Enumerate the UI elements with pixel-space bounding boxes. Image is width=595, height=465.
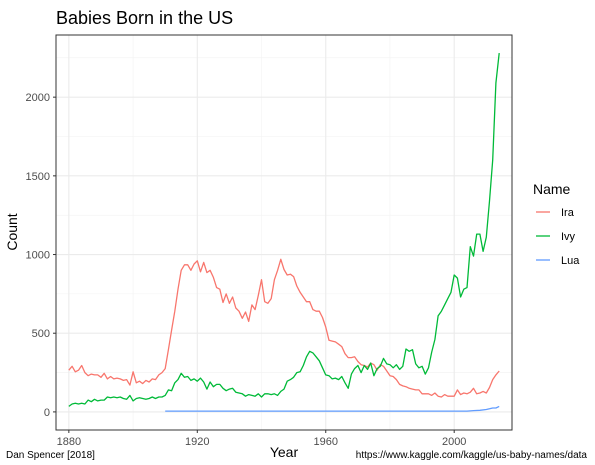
panel-border — [55, 34, 513, 431]
y-tick-label: 500 — [32, 328, 50, 340]
x-axis-title: Year — [270, 444, 299, 460]
series-lines — [68, 53, 500, 412]
grid-minor-lines — [56, 35, 512, 430]
x-tick-label: 1880 — [57, 436, 81, 448]
caption-author: Dan Spencer [2018] — [6, 450, 95, 461]
y-tick-label: 1500 — [26, 171, 50, 183]
series-line-ira — [68, 258, 500, 398]
caption-source: https://www.kaggle.com/kaggle/us-baby-na… — [356, 450, 588, 461]
legend-label-ira: Ira — [561, 207, 575, 219]
x-tick-label: 1920 — [185, 436, 209, 448]
chart-title: Babies Born in the US — [56, 8, 233, 28]
series-line-ivy — [68, 53, 500, 407]
series-line-lua — [165, 405, 500, 412]
y-tick-label: 0 — [44, 407, 50, 419]
y-axis-title: Count — [4, 213, 20, 250]
x-axis: 1880 1920 1960 2000 — [57, 430, 466, 448]
y-tick-label: 1000 — [26, 250, 50, 262]
x-tick-label: 2000 — [442, 436, 466, 448]
legend-title: Name — [533, 181, 571, 197]
y-tick-label: 2000 — [26, 92, 50, 104]
x-tick-label: 1960 — [314, 436, 338, 448]
legend: Name Ira Ivy Lua — [533, 181, 580, 269]
legend-label-lua: Lua — [561, 255, 580, 267]
plot-panel — [56, 35, 512, 430]
y-axis: 0 500 1000 1500 2000 — [26, 92, 56, 419]
legend-label-ivy: Ivy — [561, 231, 576, 243]
